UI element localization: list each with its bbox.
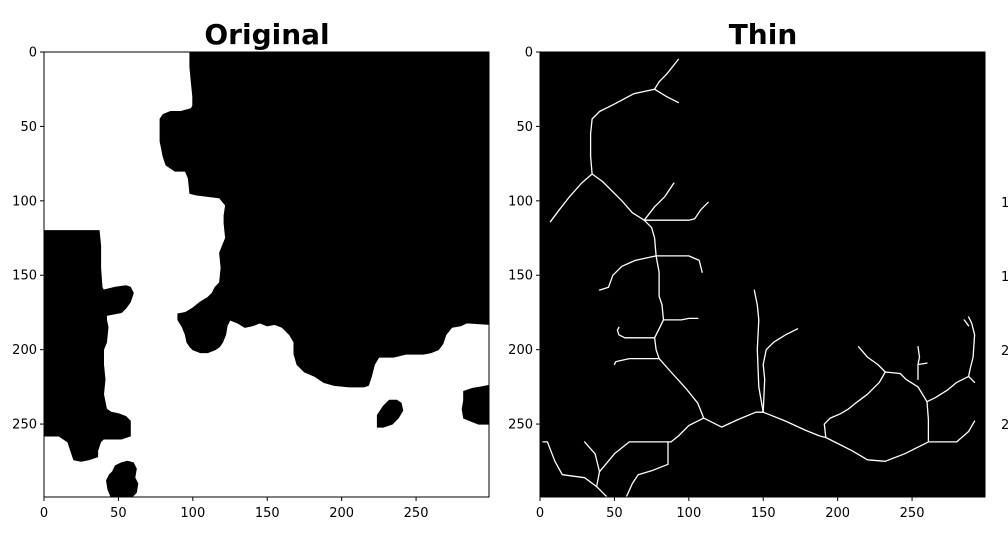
thin-x-tick-label: 50	[606, 506, 623, 521]
skeleton-line	[591, 173, 645, 221]
original-x-tick-label: 150	[255, 506, 280, 521]
thin-y-tick-label: 250	[508, 418, 533, 433]
skeleton-line	[926, 375, 970, 403]
skeleton-line	[589, 88, 656, 175]
thin-x-tick-label: 0	[536, 506, 544, 521]
skeleton-line	[542, 441, 598, 488]
thin-y-tick-label: 100	[508, 194, 533, 209]
skeleton-line	[658, 357, 705, 419]
original-y-tick-label: 50	[20, 120, 37, 135]
skeleton-line	[655, 255, 665, 321]
skeleton-line	[917, 346, 921, 381]
original-x-ticks: 0 50 100 150 200 250	[40, 497, 429, 521]
skeleton-line	[655, 255, 703, 273]
skeleton-line	[967, 316, 976, 378]
thin-panel: Thin 0 50 100 150 200 250 0 50 100 150 200 250	[508, 18, 986, 521]
skeleton-line	[653, 58, 680, 90]
skeleton-line	[653, 88, 680, 104]
skeleton-line	[643, 219, 657, 257]
skeleton-line	[643, 201, 709, 221]
original-x-tick-label: 250	[404, 506, 429, 521]
third-panel-y-tick-label: 1	[1001, 270, 1008, 285]
skeleton-line	[670, 417, 705, 443]
skeleton-line	[598, 255, 657, 291]
thin-x-tick-label: 200	[825, 506, 850, 521]
mask-region-top-right-region	[159, 51, 490, 388]
original-y-tick-label: 0	[29, 46, 37, 61]
skeleton-line	[643, 182, 675, 221]
mask-region-left-region	[43, 230, 134, 462]
skeleton-line	[963, 319, 970, 327]
mask-region-bottom-left-blob	[105, 460, 139, 498]
original-x-tick-label: 100	[180, 506, 205, 521]
thin-x-ticks: 0 50 100 150 200 250	[536, 497, 925, 521]
original-x-tick-label: 50	[110, 506, 127, 521]
original-y-tick-label: 150	[12, 269, 37, 284]
original-panel: Original 0 50 100 150 200 250 0 50 100 150 200 250	[12, 18, 490, 521]
mask-region-blob-near-230-250	[376, 399, 404, 428]
thin-x-tick-label: 250	[900, 506, 925, 521]
thin-y-tick-label: 50	[516, 120, 533, 135]
skeleton-line	[625, 441, 669, 498]
thin-x-tick-label: 150	[751, 506, 776, 521]
skeleton-line	[583, 441, 601, 473]
skeleton-line	[662, 317, 699, 321]
skeleton-line	[653, 337, 660, 360]
thin-image-background	[540, 52, 985, 497]
skeleton-line	[825, 420, 976, 462]
skeleton-line	[926, 401, 930, 443]
thin-y-tick-label: 0	[525, 46, 533, 61]
skeleton-line	[762, 328, 799, 413]
mask-region-right-edge-blob	[461, 384, 490, 425]
skeleton-line	[653, 319, 665, 339]
skeleton-line	[884, 371, 928, 403]
third-panel-y-tick-label: 2	[1001, 418, 1008, 433]
skeleton-line	[823, 371, 886, 439]
skeleton-line	[616, 326, 656, 339]
third-panel-y-tick-label: 2	[1001, 344, 1008, 359]
skeleton-line	[967, 375, 976, 384]
original-y-ticks: 0 50 100 150 200 250	[12, 46, 44, 433]
original-axes-frame	[43, 51, 490, 498]
thin-axes-frame	[539, 51, 986, 498]
thin-y-ticks: 0 50 100 150 200 250	[508, 46, 540, 433]
skeleton-line	[549, 173, 593, 223]
thin-y-tick-label: 200	[508, 343, 533, 358]
original-panel-title: Original	[204, 18, 329, 51]
original-y-tick-label: 100	[12, 194, 37, 209]
skeleton-line	[762, 411, 827, 439]
third-panel-y-tick-label: 1	[1001, 196, 1008, 211]
original-x-tick-label: 200	[329, 506, 354, 521]
thin-panel-title: Thin	[729, 18, 798, 51]
original-y-tick-label: 250	[12, 418, 37, 433]
original-mask-regions	[43, 51, 490, 498]
thin-x-tick-label: 100	[676, 506, 701, 521]
original-x-tick-label: 0	[40, 506, 48, 521]
skeleton-line	[703, 411, 764, 428]
skeleton-line	[857, 346, 886, 373]
original-y-tick-label: 200	[12, 343, 37, 358]
thin-y-tick-label: 150	[508, 269, 533, 284]
third-panel-partial: 1 1 2 2	[1001, 196, 1008, 433]
skeleton-line	[917, 362, 928, 366]
skeleton-line	[753, 289, 764, 413]
thin-skeleton-lines	[542, 58, 976, 498]
skeleton-line	[613, 357, 660, 366]
